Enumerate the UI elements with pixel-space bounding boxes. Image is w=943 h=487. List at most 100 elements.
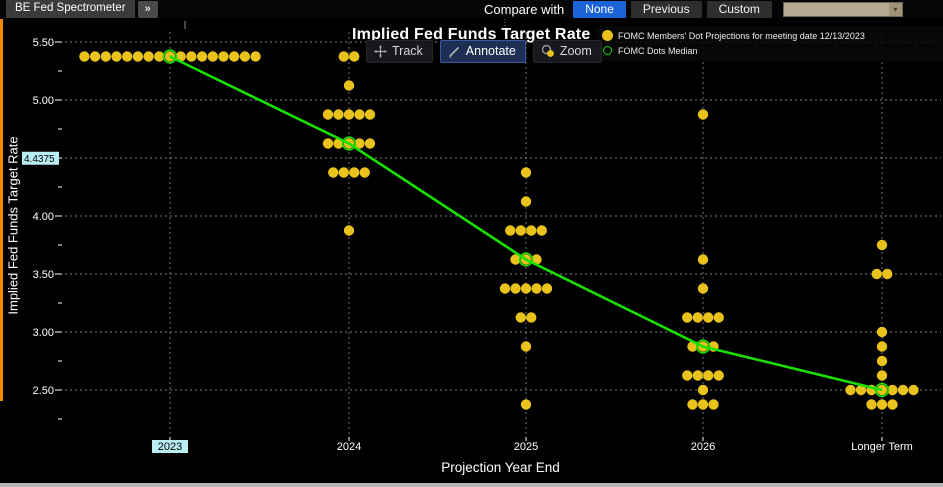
x-tick-label: 2025 <box>514 441 538 453</box>
fomc-dot <box>143 51 154 62</box>
fomc-dot <box>882 268 893 280</box>
fomc-dot <box>343 225 355 236</box>
fomc-dot <box>207 51 218 62</box>
y-tick-label: 2.50 <box>33 385 54 397</box>
fomc-dot <box>531 283 542 294</box>
fomc-dot <box>692 312 703 323</box>
zoom-button[interactable]: Zoom <box>532 40 602 63</box>
fomc-dot <box>897 384 909 396</box>
fomc-dot <box>708 399 719 410</box>
fomc-dot <box>871 268 882 280</box>
fomc-dot <box>364 109 376 120</box>
fomc-dot <box>515 312 526 323</box>
y-crosshair-highlight <box>22 151 59 165</box>
legend-label: FOMC Dots Median <box>618 45 698 56</box>
fomc-dot <box>526 225 537 236</box>
x-axis-title: Projection Year End <box>441 460 560 475</box>
fomc-dot <box>520 167 532 178</box>
compare-custom-dropdown[interactable]: ▾ <box>782 1 903 17</box>
fomc-dot <box>526 312 537 323</box>
fomc-dot <box>845 384 856 396</box>
fomc-dot <box>186 51 197 62</box>
fomc-dot <box>328 167 339 178</box>
chevron-down-icon[interactable]: ▾ <box>888 2 902 16</box>
median-ring <box>341 136 357 151</box>
legend-item-median: FOMC Dots Median <box>600 43 939 58</box>
tab-overflow-button[interactable]: » <box>137 0 158 18</box>
fomc-dot <box>520 341 532 352</box>
fomc-dot <box>866 399 877 410</box>
fomc-dot <box>855 384 867 396</box>
median-ring <box>162 49 178 64</box>
x-crosshair-highlight <box>152 440 188 453</box>
compare-with-group: Compare with None Previous Custom ▾ <box>484 0 903 18</box>
fomc-dot <box>229 51 240 62</box>
fomc-dot <box>697 283 709 294</box>
y-axis-title: Implied Fed Funds Target Rate <box>5 136 21 315</box>
tab-be-fed-spectrometer[interactable]: BE Fed Spectrometer <box>6 0 135 18</box>
track-button[interactable]: Track <box>366 40 433 63</box>
fomc-dot <box>250 51 261 62</box>
fomc-dot <box>876 341 888 352</box>
chart-toolbar: Track Annotate Zoom <box>366 40 602 63</box>
fomc-dot <box>876 399 888 410</box>
compare-none-button[interactable]: None <box>573 0 626 18</box>
fomc-dot <box>322 138 334 149</box>
fomc-dot <box>520 196 532 207</box>
compare-with-label: Compare with <box>484 1 565 17</box>
annotate-button[interactable]: Annotate <box>439 40 526 63</box>
panel-accent-bar <box>0 19 3 401</box>
fomc-dot <box>338 51 349 62</box>
track-button-label: Track <box>392 44 423 58</box>
x-tick-label: 2026 <box>691 441 715 453</box>
y-tick-label: 3.50 <box>33 269 54 281</box>
fomc-dot <box>505 225 516 236</box>
fomc-dot <box>196 51 208 62</box>
chart-plot-area[interactable]: 5.505.004.504.003.503.002.50202320242025… <box>0 18 943 483</box>
fomc-dot <box>876 326 888 338</box>
fomc-dot <box>520 283 532 294</box>
fomc-dot <box>349 167 360 178</box>
fomc-dot <box>132 51 144 62</box>
track-crosshair-icon <box>374 44 387 58</box>
fomc-dot <box>510 283 521 294</box>
fomc-dot <box>697 399 709 410</box>
fomc-dot <box>89 51 101 62</box>
horizontal-scrollbar[interactable] <box>0 483 943 487</box>
compare-previous-button[interactable]: Previous <box>630 0 702 18</box>
y-crosshair-value: 4.4375 <box>24 154 55 165</box>
chart-legend: FOMC Members' Dot Projections for meetin… <box>596 26 943 61</box>
zoom-magnifier-icon <box>541 44 554 57</box>
fomc-dot <box>876 355 888 367</box>
fomc-dot <box>239 51 251 62</box>
fomc-dot <box>111 51 122 62</box>
compare-custom-button[interactable]: Custom <box>706 0 772 18</box>
fomc-dot <box>713 370 724 381</box>
fomc-dot <box>343 109 355 120</box>
fomc-dot <box>687 399 698 410</box>
y-tick-label: 5.00 <box>33 95 54 107</box>
fomc-dot <box>876 370 888 381</box>
zoom-button-label: Zoom <box>559 44 592 58</box>
fomc-dot <box>541 283 553 294</box>
fomc-dot <box>887 399 898 410</box>
fomc-dot <box>682 312 693 323</box>
fomc-dot <box>713 312 724 323</box>
fomc-dot <box>79 51 90 62</box>
fomc-dot <box>697 254 709 265</box>
median-line <box>169 55 883 392</box>
fomc-dot <box>154 51 165 62</box>
y-tick-label: 3.00 <box>33 327 54 339</box>
x-tick-label: 2023 <box>158 441 182 453</box>
median-ring <box>518 252 534 267</box>
fomc-dot <box>697 384 709 396</box>
annotate-button-label: Annotate <box>465 44 516 58</box>
fomc-dot <box>697 109 709 120</box>
fomc-dot <box>682 370 693 381</box>
fomc-dot <box>876 239 888 251</box>
legend-item-dots: FOMC Members' Dot Projections for meetin… <box>600 28 939 43</box>
fomc-dot <box>218 51 229 62</box>
x-tick-label: 2024 <box>337 441 361 453</box>
fomc-dot <box>510 254 521 265</box>
